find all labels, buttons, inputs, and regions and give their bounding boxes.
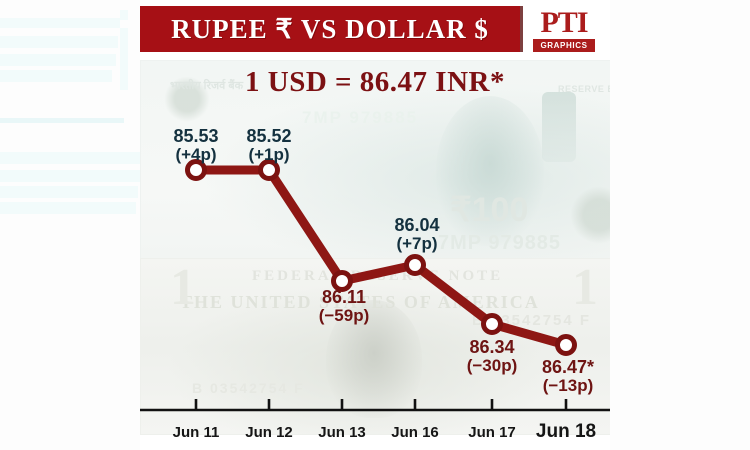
ghost-artifact [0,152,140,164]
point-value: 86.11 [321,287,367,307]
rbi-seal-watermark [570,186,610,244]
dollar-united-states-text: THE UNITED STATES OF AMERICA [180,292,540,312]
point-change: (−30p) [466,355,518,375]
dollar-denomination-watermark: 1 [572,259,598,316]
point-change: (+4p) [175,144,217,164]
ghost-artifact [0,36,118,48]
point-label-jun-16: 86.04 (+7p) [357,216,477,253]
point-label-jun-13: 86.11 (−59p) [284,288,404,325]
ghost-artifact [0,18,120,28]
chart-x-axis [140,399,610,412]
chart-data-point-jun-16[interactable] [404,254,426,276]
point-change: (+7p) [396,233,438,253]
point-value: 85.53 [173,126,219,146]
ghost-artifact [120,10,128,20]
pti-logo-mark: PTI [540,6,588,39]
chart-data-point-jun-17[interactable] [481,313,503,335]
point-value: 86.47* [541,357,595,377]
rupee-denomination-watermark: ₹100 [450,191,529,229]
rupee-serial-watermark: 7MP 979885 [438,232,562,254]
point-value: 86.34 [469,337,515,357]
chart-data-point-jun-18[interactable] [555,334,577,356]
point-change: (−59p) [318,305,370,325]
point-change: (+1p) [248,144,290,164]
chart-series-markers [185,159,577,356]
ghost-artifact [0,186,138,198]
x-tick-label-jun-17: Jun 17 [468,424,516,441]
dollar-serial-watermark: B 03542754 F [192,380,305,396]
x-tick-label-jun-16: Jun 16 [391,424,439,441]
pti-logo: PTI GRAPHICS [529,6,599,56]
ghost-artifact [0,70,112,82]
gandhi-portrait-watermark [436,96,544,246]
rupee-serial-watermark: 7MP 979885 [302,108,419,127]
chart-panel: भारतीय रिजर्व बैंक RESERVE BANK OF INDIA… [140,0,610,450]
x-tick-label-jun-18: Jun 18 [535,421,597,442]
point-change: (−13p) [542,375,594,395]
rate-subtitle: 1 USD = 86.47 INR* [245,66,505,98]
chart-line [191,165,571,350]
chart-series-line [191,165,571,350]
ghost-artifact [120,28,128,90]
ghost-artifact [0,170,140,182]
chart-data-point-jun-12[interactable] [258,159,280,181]
point-label-jun-11: 85.53 (+4p) [140,127,256,164]
x-tick-label-jun-13: Jun 13 [318,424,366,441]
rupee-note-english-text: RESERVE BANK OF INDIA [558,84,610,94]
ghost-artifact [0,118,124,123]
ashoka-emblem-watermark [542,92,576,162]
banner-title: RUPEE ₹ VS DOLLAR $ [171,13,489,44]
point-label-jun-17: 86.34 (−30p) [432,338,552,375]
header-banner: RUPEE ₹ VS DOLLAR $ [140,6,523,52]
point-value: 85.52 [246,126,292,146]
rupee-note-hindi-text: भारतीय रिजर्व बैंक [170,80,244,92]
rbi-seal-watermark [164,76,210,122]
point-label-jun-12: 85.52 (+1p) [209,127,329,164]
ghost-artifact [0,202,136,214]
x-tick-label-jun-12: Jun 12 [245,424,293,441]
chart-data-point-jun-13[interactable] [331,270,353,292]
line-chart [140,159,610,412]
dollar-denomination-watermark: 1 [170,259,196,316]
chart-data-point-jun-11[interactable] [185,159,207,181]
pti-logo-subtitle: GRAPHICS [533,39,595,52]
point-value: 86.04 [394,215,440,235]
x-tick-label-jun-11: Jun 11 [172,424,220,441]
ghost-artifact [0,54,116,66]
washington-portrait-watermark [326,300,422,418]
point-label-jun-18: 86.47* (−13p) [508,358,610,395]
